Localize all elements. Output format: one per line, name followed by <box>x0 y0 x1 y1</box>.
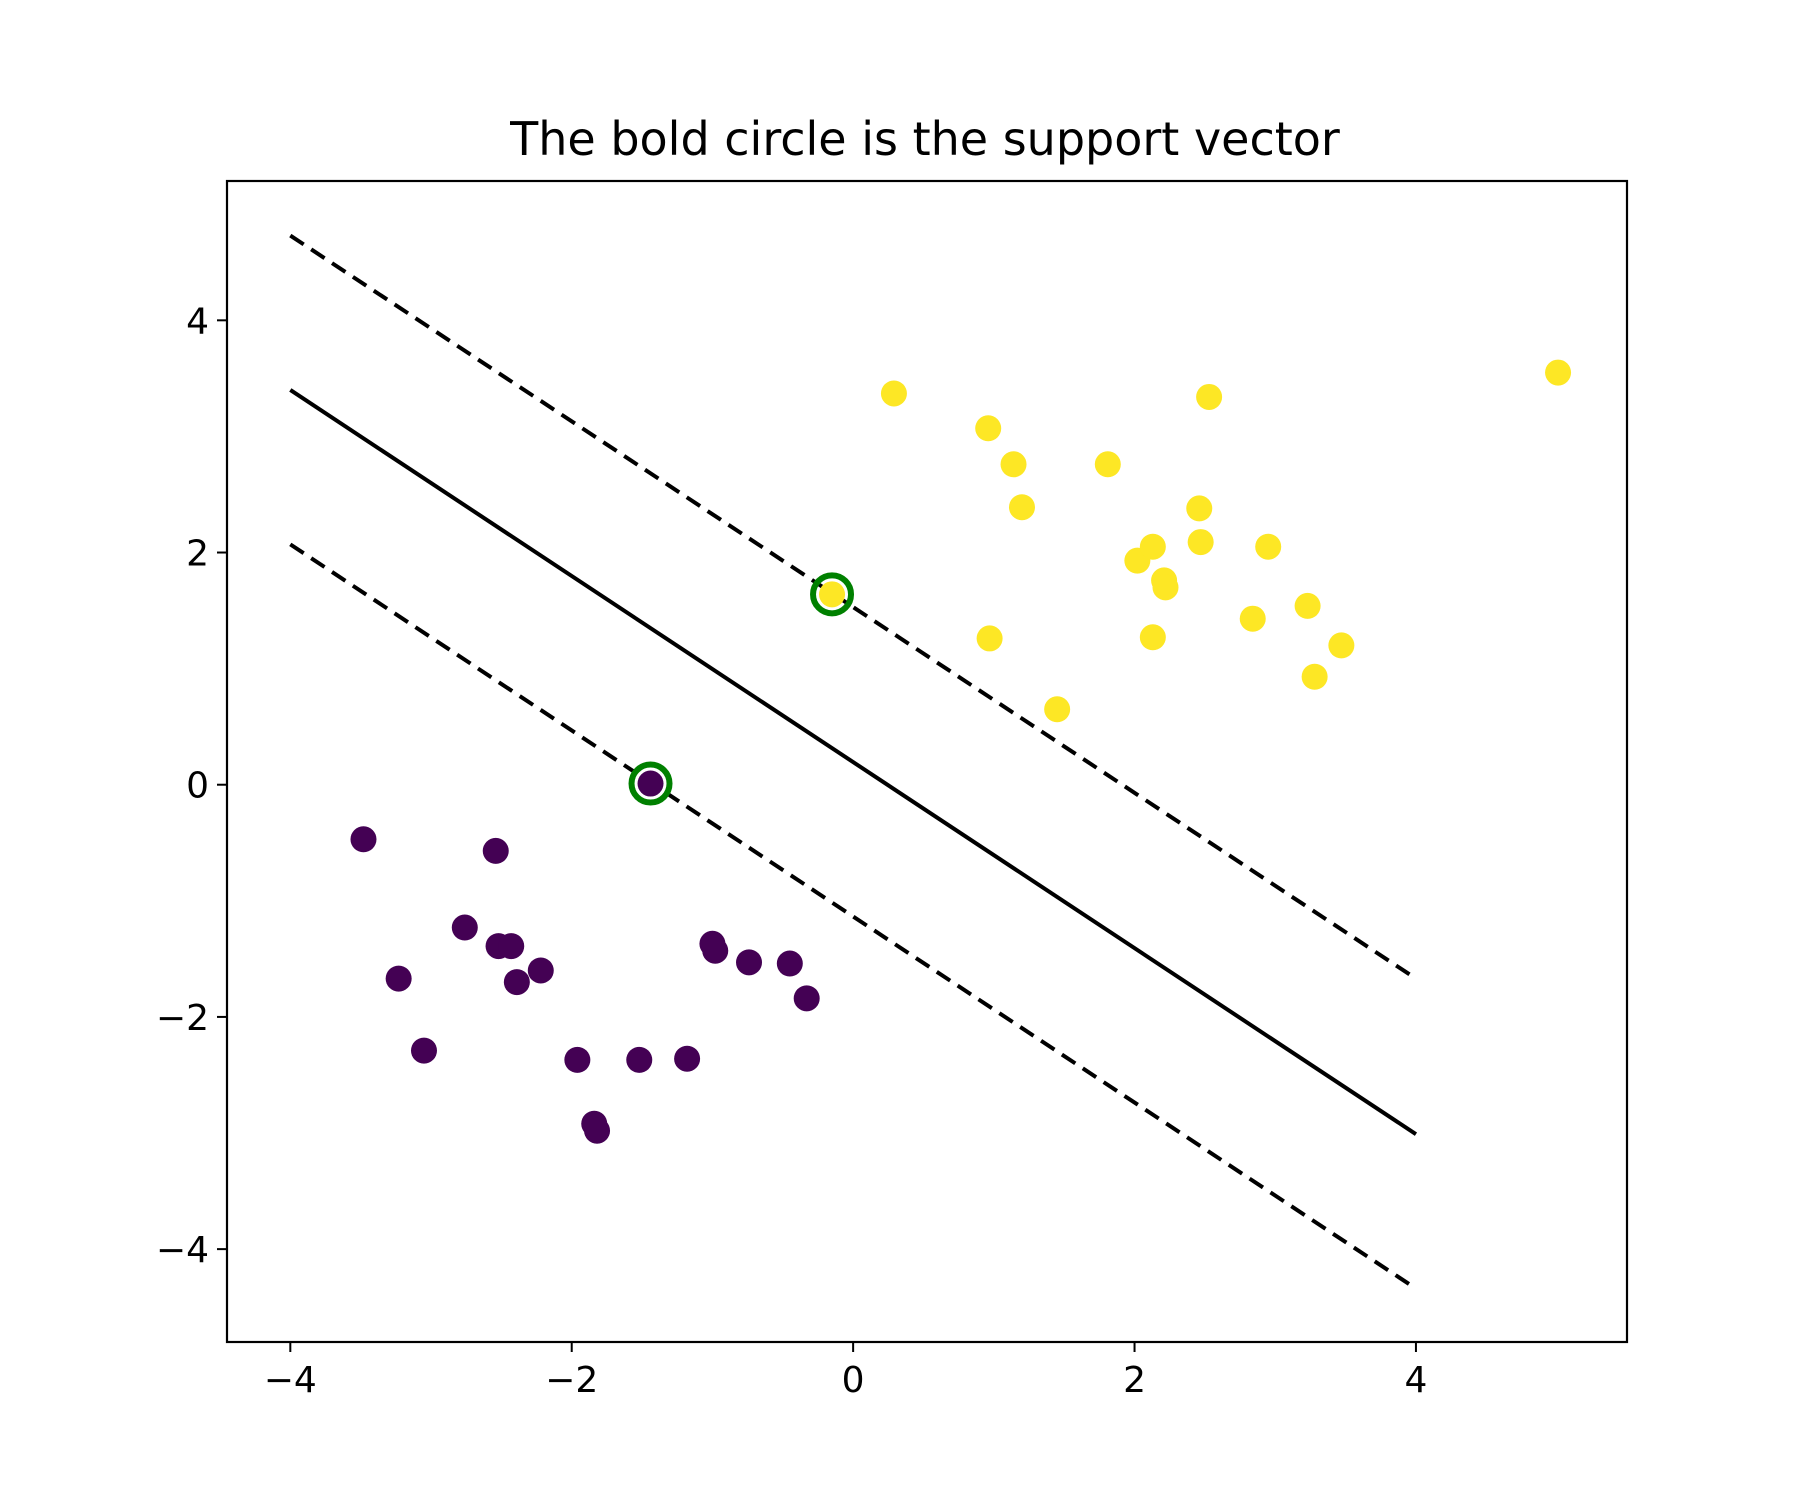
data-point-class-1 <box>976 625 1003 652</box>
y-tick-label: 2 <box>186 534 209 575</box>
data-point-class-1 <box>1328 632 1355 659</box>
decision-boundary-line <box>289 388 1418 1136</box>
x-tick-label: 2 <box>1123 1360 1146 1401</box>
support-vector-markers <box>628 572 855 806</box>
data-point-class-0 <box>410 1037 437 1064</box>
x-tick-label: 0 <box>842 1360 865 1401</box>
data-point-class-1 <box>1187 529 1214 556</box>
data-point-class-0 <box>385 965 412 992</box>
data-point-class-1 <box>1196 383 1223 410</box>
data-point-class-0 <box>527 957 554 984</box>
y-tick-label: 4 <box>186 301 209 342</box>
data-point-class-1 <box>1139 533 1166 560</box>
scatter-points <box>350 359 1572 1144</box>
data-point-class-1 <box>1152 574 1179 601</box>
data-point-class-1 <box>1094 451 1121 478</box>
data-point-class-1 <box>1294 592 1321 619</box>
data-point-class-0 <box>736 949 763 976</box>
x-tick-label: 4 <box>1404 1360 1427 1401</box>
support-vector-ring <box>810 572 855 617</box>
x-tick-label: −2 <box>545 1360 598 1401</box>
y-tick-label: −2 <box>156 998 209 1039</box>
data-point-class-0 <box>503 969 530 996</box>
support-vector-ring <box>628 761 673 806</box>
data-point-class-1 <box>1008 494 1035 521</box>
data-point-class-0 <box>451 914 478 941</box>
data-point-class-0 <box>584 1117 611 1144</box>
data-point-class-1 <box>1044 696 1071 723</box>
y-tick-label: −4 <box>156 1230 209 1271</box>
data-point-class-0 <box>564 1046 591 1073</box>
data-point-class-1 <box>975 415 1002 442</box>
data-point-class-0 <box>793 985 820 1012</box>
data-point-class-1 <box>1186 495 1213 522</box>
data-point-class-0 <box>498 933 525 960</box>
data-point-class-1 <box>819 581 846 608</box>
data-point-class-1 <box>1139 624 1166 651</box>
x-tick-label: −4 <box>264 1360 317 1401</box>
data-point-class-0 <box>482 837 509 864</box>
data-point-class-1 <box>1545 359 1572 386</box>
data-point-class-0 <box>702 937 729 964</box>
data-point-class-0 <box>776 950 803 977</box>
plot-area <box>225 179 1629 1344</box>
data-point-class-1 <box>1301 663 1328 690</box>
data-point-class-1 <box>1255 533 1282 560</box>
data-point-class-0 <box>637 770 664 797</box>
chart-title: The bold circle is the support vector <box>509 112 1340 166</box>
y-axis: −4 −2 0 2 4 <box>156 301 227 1271</box>
data-point-class-1 <box>1239 605 1266 632</box>
data-point-class-0 <box>626 1046 653 1073</box>
y-tick-label: 0 <box>186 766 209 807</box>
x-axis: −4 −2 0 2 4 <box>264 1342 1427 1401</box>
data-point-class-1 <box>880 380 907 407</box>
data-point-class-0 <box>350 826 377 853</box>
decision-lines <box>289 233 1418 1291</box>
data-point-class-0 <box>674 1045 701 1072</box>
data-point-class-1 <box>1000 451 1027 478</box>
